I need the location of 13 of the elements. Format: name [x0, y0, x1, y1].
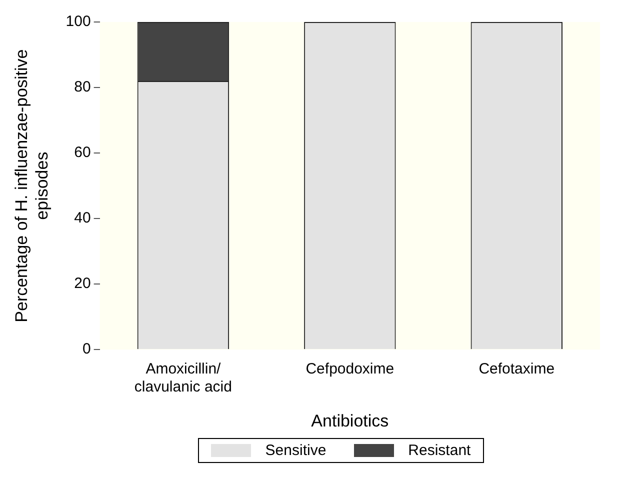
x-tick-label: Amoxicillin/clavulanic acid — [134, 360, 232, 396]
x-axis-title: Antibiotics — [311, 411, 389, 430]
legend-label: Resistant — [408, 442, 471, 459]
x-tick-label: Cefotaxime — [478, 360, 555, 378]
y-tick-label: 0 — [82, 340, 91, 358]
y-tick-label: 100 — [66, 13, 91, 30]
legend-label: Sensitive — [265, 442, 326, 459]
y-tick-label: 40 — [74, 210, 91, 227]
x-tick-label: Cefpodoxime — [306, 360, 394, 378]
y-tick-label: 20 — [74, 275, 91, 292]
y-tick-label: 60 — [74, 144, 91, 162]
y-tick-label: 80 — [74, 78, 91, 96]
y-axis-title: Percentage of H. influenzae-positive episodes — [12, 49, 52, 322]
